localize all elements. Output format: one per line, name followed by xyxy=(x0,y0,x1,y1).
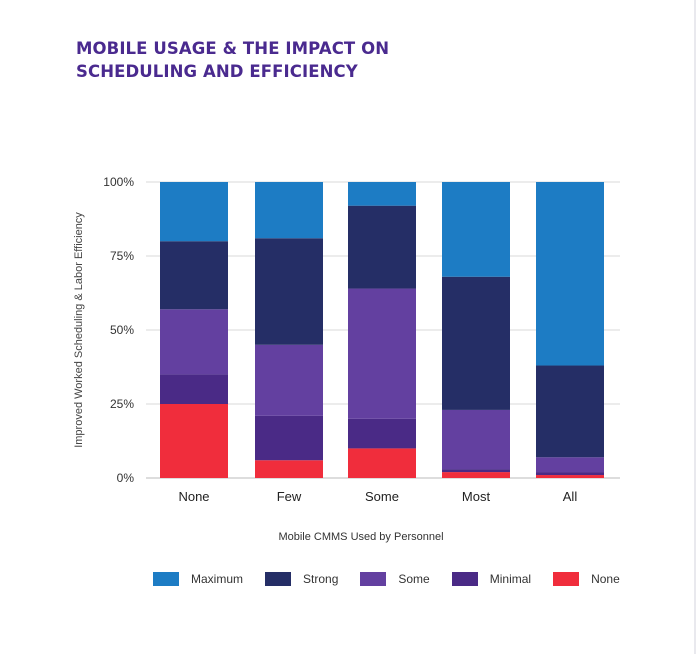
y-tick-label: 100% xyxy=(103,175,134,189)
legend-swatch xyxy=(360,572,387,586)
bar-segment-none-none xyxy=(160,404,228,478)
legend-swatch xyxy=(451,572,478,586)
bar-segment-most-maximum xyxy=(442,182,510,277)
bar-segment-few-maximum xyxy=(255,182,323,239)
chart-title: MOBILE USAGE & THE IMPACT ON SCHEDULING … xyxy=(76,37,389,83)
bar-segment-all-none xyxy=(536,475,604,478)
x-tick-label: None xyxy=(178,489,209,504)
x-axis-label: Mobile CMMS Used by Personnel xyxy=(278,531,443,543)
bar-segment-none-maximum xyxy=(160,182,228,242)
legend-item-none: None xyxy=(553,572,620,586)
bar-segment-few-minimal xyxy=(255,415,323,461)
bar-segment-all-maximum xyxy=(536,182,604,366)
bar-segment-most-strong xyxy=(442,276,510,410)
bar-segment-some-some xyxy=(348,288,416,419)
legend-item-maximum: Maximum xyxy=(153,572,243,586)
bar-segment-some-strong xyxy=(348,205,416,289)
y-axis-ticks: 0% 25% 50% 75% 100% xyxy=(103,175,134,485)
bar-segment-none-strong xyxy=(160,241,228,310)
x-tick-label: All xyxy=(563,489,578,504)
legend-swatch xyxy=(265,572,292,586)
bar-segment-most-none xyxy=(442,472,510,478)
stacked-bar-chart: 0% 25% 50% 75% 100% None Few Some Most All Impro… xyxy=(73,175,620,543)
legend-item-strong: Strong xyxy=(265,572,338,586)
x-tick-label: Some xyxy=(365,489,399,504)
bar-segment-most-some xyxy=(442,409,510,470)
chart-title-line-1: MOBILE USAGE & THE IMPACT ON xyxy=(76,39,390,58)
bar-segment-few-none xyxy=(255,460,323,478)
bar-segment-some-none xyxy=(348,448,416,478)
legend-label: Minimal xyxy=(489,572,532,586)
bar-segment-none-minimal xyxy=(160,374,228,404)
legend-swatch xyxy=(153,572,179,586)
bar-segment-some-minimal xyxy=(348,418,416,449)
x-tick-label: Few xyxy=(277,489,302,504)
x-axis-ticks: None Few Some Most All xyxy=(178,489,577,504)
chart-title-line-2: SCHEDULING AND EFFICIENCY xyxy=(76,62,358,81)
y-tick-label: 0% xyxy=(117,471,135,485)
y-tick-label: 25% xyxy=(110,397,134,411)
bar-segment-few-some xyxy=(255,344,323,416)
legend-item-some: Some xyxy=(360,572,430,586)
page-edge xyxy=(694,0,696,654)
chart-legend: Maximum Strong Some Minimal None xyxy=(153,570,642,588)
bar-stacks xyxy=(160,182,604,478)
y-tick-label: 75% xyxy=(110,249,134,263)
legend-label: Some xyxy=(398,572,430,586)
bar-segment-all-minimal xyxy=(536,472,604,476)
legend-swatch xyxy=(553,572,580,586)
bar-segment-all-some xyxy=(536,457,604,473)
y-axis-label: Improved Worked Scheduling & Labor Effic… xyxy=(73,212,85,448)
bar-segment-few-strong xyxy=(255,238,323,345)
legend-item-minimal: Minimal xyxy=(451,572,532,586)
legend-label: None xyxy=(591,572,620,586)
bar-segment-most-minimal xyxy=(442,469,510,473)
legend-label: Maximum xyxy=(191,572,244,586)
bar-segment-all-strong xyxy=(536,365,604,458)
y-tick-label: 50% xyxy=(110,323,134,337)
legend-label: Strong xyxy=(303,572,339,586)
bar-segment-some-maximum xyxy=(348,182,416,206)
bar-segment-none-some xyxy=(160,309,228,375)
x-tick-label: Most xyxy=(462,489,491,504)
